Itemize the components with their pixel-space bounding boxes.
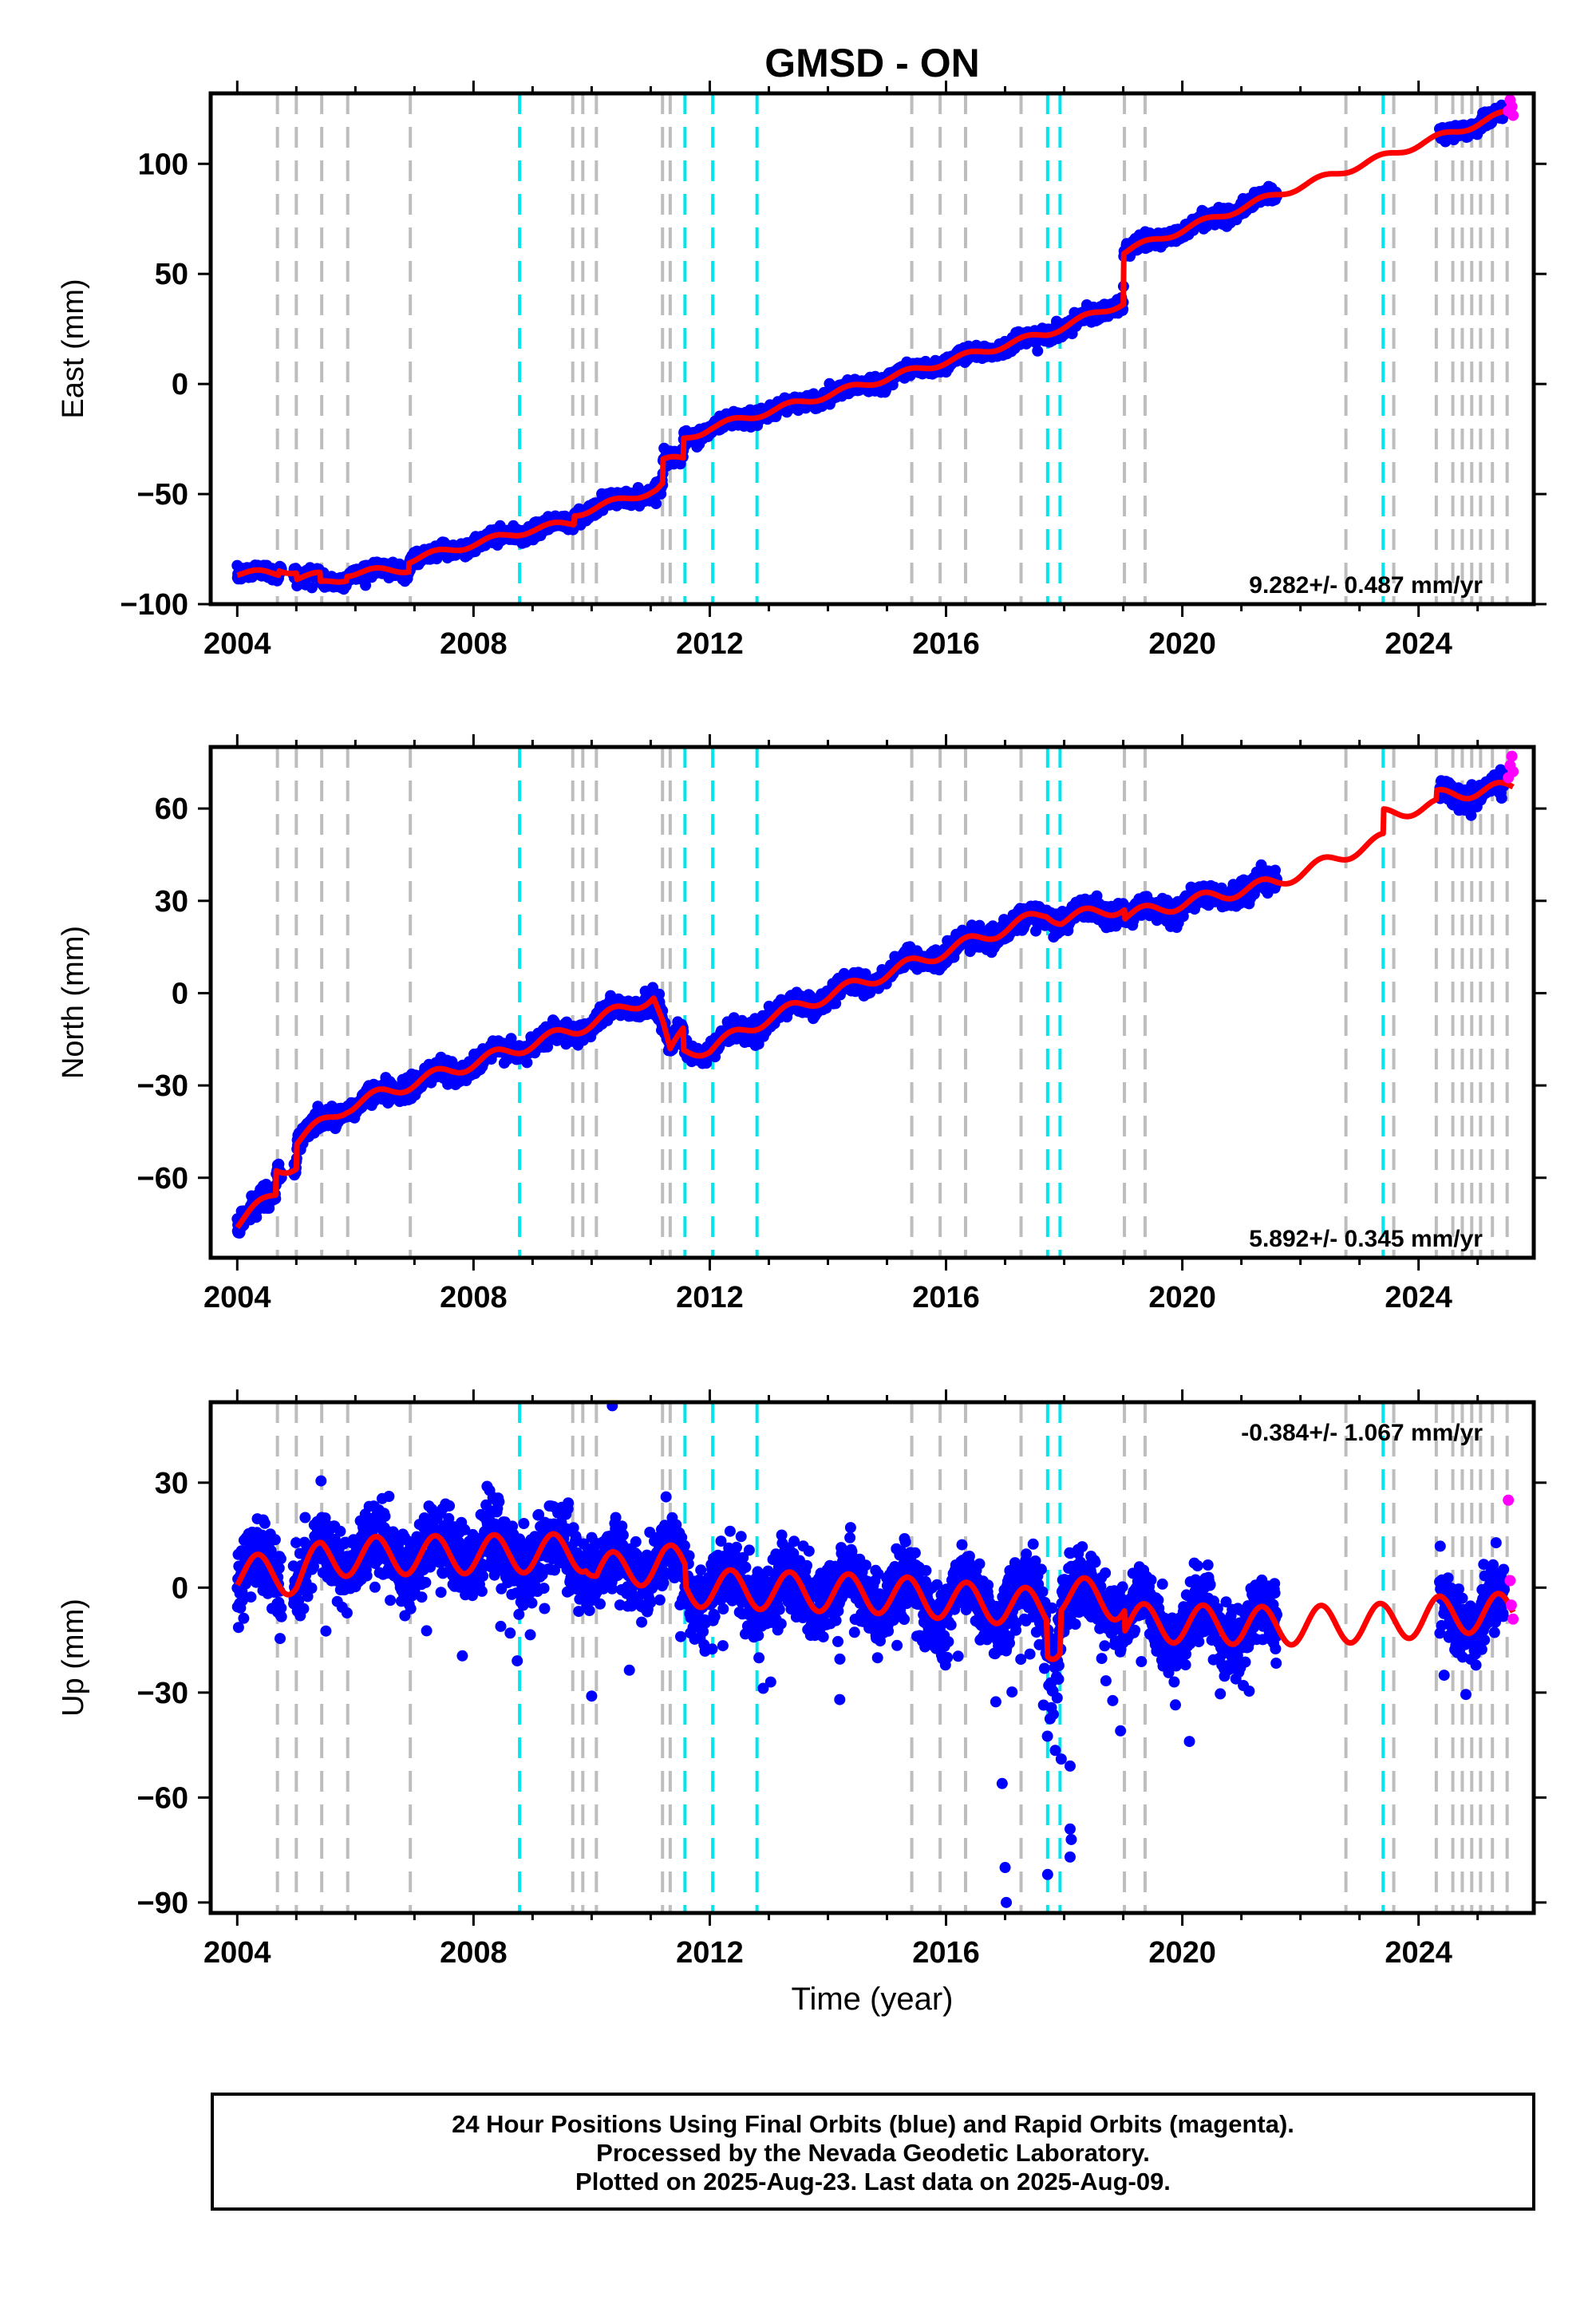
final-orbit-points xyxy=(231,764,1510,1239)
x-tick-label: 2024 xyxy=(1385,627,1452,661)
x-tick-label: 2012 xyxy=(676,627,744,661)
chart-title: GMSD - ON xyxy=(764,41,979,85)
panel-east: 2004 2008 2012 2016 2020 2024 −100 −50 0 50 100 Eas… xyxy=(57,81,1547,661)
final-orbit-point xyxy=(521,1057,533,1069)
final-orbit-point xyxy=(306,582,318,594)
y-axis-label: East (mm) xyxy=(57,279,90,418)
rapid-orbit-point xyxy=(1507,109,1519,121)
x-tick-label: 2016 xyxy=(912,627,980,661)
y-tick-label: −100 xyxy=(120,588,188,622)
final-orbit-point xyxy=(1032,345,1044,357)
x-tick-label: 2008 xyxy=(440,627,508,661)
y-tick-label: 50 xyxy=(155,258,188,291)
velocity-rate-label: 9.282+/- 0.487 mm/yr xyxy=(1249,572,1483,599)
panel-north: 2004 2008 2012 2016 2020 2024−60−3003060North… xyxy=(57,734,1547,1314)
model-fit-line xyxy=(235,108,1515,585)
y-tick-label: −50 xyxy=(137,478,188,512)
x-tick-label: 2004 xyxy=(203,627,271,661)
final-orbit-point xyxy=(360,579,372,591)
y-tick-label: 0 xyxy=(172,368,188,401)
x-tick-label: 2020 xyxy=(1148,627,1216,661)
y-tick-label: 100 xyxy=(138,148,188,181)
